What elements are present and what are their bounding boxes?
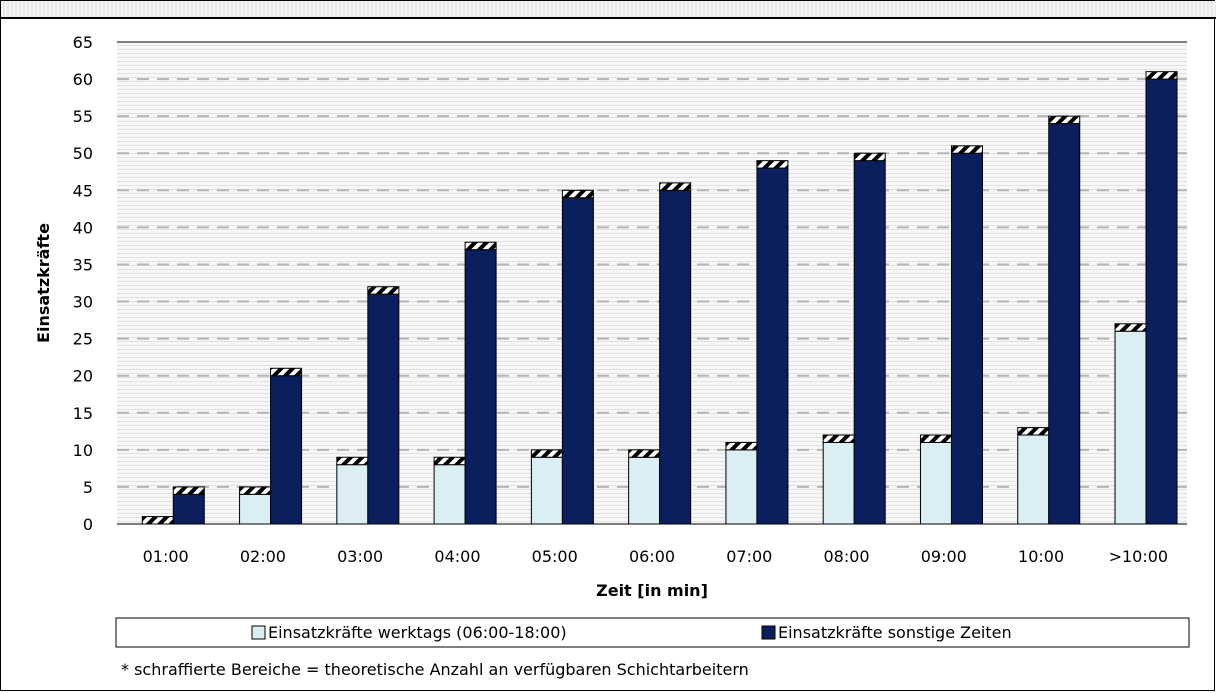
bar-werktags xyxy=(1017,434,1050,525)
legend-label-werktags: Einsatzkräfte werktags (06:00-18:00) xyxy=(268,623,567,642)
bar-hatched-cap xyxy=(1048,115,1081,125)
bar-sonstige xyxy=(172,493,205,525)
y-tick-label: 25 xyxy=(73,330,93,349)
bar-sonstige xyxy=(464,249,497,525)
bar-hatched-cap xyxy=(270,367,303,377)
bar-sonstige xyxy=(270,375,303,525)
bar-sonstige xyxy=(853,160,886,525)
bar-hatched-cap xyxy=(853,152,886,162)
bar-sonstige xyxy=(561,197,594,525)
bar-hatched-cap xyxy=(433,456,466,466)
bar-hatched-cap xyxy=(336,456,369,466)
gridlines xyxy=(117,78,1187,488)
bar-sonstige xyxy=(367,293,400,525)
bar-hatched-cap xyxy=(530,449,563,458)
bar-sonstige xyxy=(950,152,983,525)
bar-werktags xyxy=(530,456,563,525)
y-tick-label: 35 xyxy=(73,255,93,274)
legend-swatch-werktags xyxy=(251,625,266,640)
bar-hatched-cap xyxy=(725,441,758,451)
bar-hatched-cap xyxy=(628,449,661,458)
bar-hatched-cap xyxy=(239,486,272,495)
x-tick-label: 07:00 xyxy=(726,547,772,566)
y-tick-label: 60 xyxy=(73,70,93,89)
x-tick-label: 01:00 xyxy=(143,547,189,566)
x-tick-label: 06:00 xyxy=(629,547,675,566)
x-tick-label: >10:00 xyxy=(1109,547,1169,566)
bar-hatched-cap xyxy=(1114,323,1147,332)
y-tick-label: 65 xyxy=(73,33,93,52)
bar-hatched-cap xyxy=(919,434,952,443)
bar-werktags xyxy=(239,493,272,525)
legend-swatch-sonstige xyxy=(761,625,776,640)
bar-werktags xyxy=(433,464,466,525)
bar-werktags xyxy=(336,464,369,525)
bar-sonstige xyxy=(756,167,789,525)
bar-hatched-cap xyxy=(464,241,497,251)
top-band xyxy=(1,1,1216,19)
bar-hatched-cap xyxy=(1017,427,1050,436)
bar-werktags xyxy=(725,449,758,525)
y-tick-label: 5 xyxy=(83,478,93,497)
x-tick-label: 04:00 xyxy=(434,547,480,566)
y-tick-label: 45 xyxy=(73,181,93,200)
x-tick-label: 05:00 xyxy=(532,547,578,566)
x-tick-label: 08:00 xyxy=(823,547,869,566)
legend-box xyxy=(115,617,1190,648)
bar-hatched-cap xyxy=(367,286,400,295)
legend: Einsatzkräfte werktags (06:00-18:00) Ein… xyxy=(115,617,1190,648)
x-tick-label: 02:00 xyxy=(240,547,286,566)
y-tick-label: 10 xyxy=(73,441,93,460)
footnote: * schraffierte Bereiche = theoretische A… xyxy=(121,660,749,679)
bar-werktags xyxy=(919,441,952,525)
bar-hatched-cap xyxy=(561,189,594,199)
y-tick-label: 40 xyxy=(73,218,93,237)
y-tick-label: 0 xyxy=(83,515,93,534)
bar-sonstige xyxy=(1048,123,1081,525)
bar-hatched-cap xyxy=(659,182,692,191)
y-tick-label: 20 xyxy=(73,367,93,386)
y-tick-labels: 0 5 10 15 20 25 30 35 40 45 50 55 60 65 xyxy=(73,33,93,534)
bar-hatched-cap xyxy=(822,434,855,443)
x-tick-label: 03:00 xyxy=(337,547,383,566)
y-tick-label: 30 xyxy=(73,293,93,312)
y-tick-label: 15 xyxy=(73,404,93,423)
y-axis-title: Einsatzkräfte xyxy=(34,223,53,343)
bars xyxy=(141,71,1178,525)
y-tick-label: 55 xyxy=(73,107,93,126)
bar-sonstige xyxy=(1145,78,1178,525)
x-axis-title: Zeit [in min] xyxy=(596,581,708,600)
bar-werktags xyxy=(628,456,661,525)
bar-hatched-cap xyxy=(950,145,983,154)
x-tick-labels: 01:00 02:00 03:00 04:00 05:00 06:00 07:00 08:00… xyxy=(143,547,1169,566)
bar-hatched-cap xyxy=(1145,71,1178,80)
bar-sonstige xyxy=(659,189,692,525)
x-tick-label: 10:00 xyxy=(1018,547,1064,566)
bar-hatched-cap xyxy=(141,516,174,525)
bar-hatched-cap xyxy=(756,160,789,169)
bar-werktags xyxy=(822,441,855,525)
bar-werktags xyxy=(1114,330,1147,525)
legend-label-sonstige: Einsatzkräfte sonstige Zeiten xyxy=(778,623,1012,642)
y-tick-label: 50 xyxy=(73,144,93,163)
x-tick-label: 09:00 xyxy=(921,547,967,566)
bar-hatched-cap xyxy=(172,486,205,495)
